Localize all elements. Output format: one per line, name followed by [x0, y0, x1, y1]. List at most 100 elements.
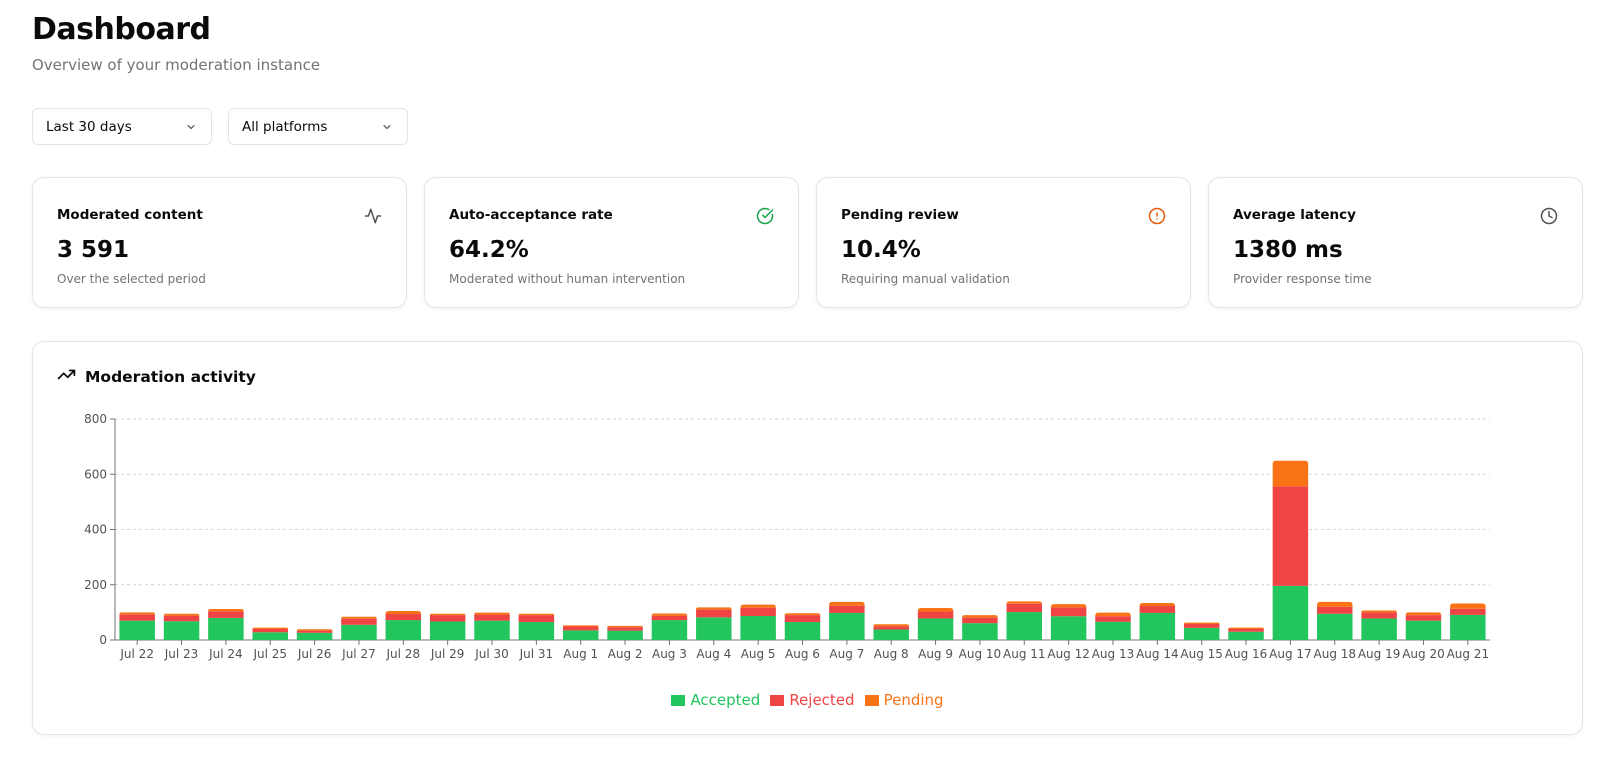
bar-accepted — [607, 630, 643, 640]
x-tick-label: Aug 20 — [1402, 647, 1445, 661]
legend-label-rejected: Rejected — [789, 691, 855, 709]
bar-pending — [562, 625, 599, 627]
platform-select[interactable]: All platforms — [228, 108, 408, 145]
bar-accepted — [1183, 627, 1220, 640]
bar-accepted — [1095, 621, 1131, 640]
x-tick-label: Jul 28 — [386, 647, 421, 661]
bar-accepted — [1405, 620, 1442, 640]
bar-accepted — [1272, 585, 1309, 640]
x-tick-label: Jul 31 — [519, 647, 554, 661]
bar-rejected — [1183, 623, 1220, 628]
x-tick-label: Aug 14 — [1136, 647, 1179, 661]
x-tick-label: Aug 12 — [1047, 647, 1090, 661]
bar-pending — [1405, 612, 1442, 616]
bar-pending — [474, 612, 510, 615]
legend-item-pending[interactable]: Pending — [864, 691, 944, 709]
bar-pending — [1228, 627, 1264, 629]
bar-accepted — [962, 623, 998, 640]
bar-pending — [296, 629, 333, 631]
bar-pending — [518, 613, 555, 616]
bar-pending — [962, 615, 998, 618]
period-select[interactable]: Last 30 days — [32, 108, 212, 145]
x-tick-label: Aug 1 — [563, 647, 598, 661]
bar-rejected — [296, 630, 333, 633]
bar-rejected — [607, 627, 643, 631]
y-tick-label: 800 — [84, 412, 107, 426]
x-tick-label: Aug 15 — [1180, 647, 1223, 661]
bar-rejected — [518, 615, 555, 623]
alert-circle-icon — [1148, 207, 1166, 225]
legend-swatch-rejected — [770, 694, 785, 706]
stat-card-value: 10.4% — [841, 237, 921, 263]
bar-accepted — [1006, 612, 1043, 640]
bar-rejected — [341, 618, 377, 625]
stat-card-pending-review: Pending review 10.4% Requiring manual va… — [816, 177, 1191, 308]
stat-card-moderated-content: Moderated content 3 591 Over the selecte… — [32, 177, 407, 308]
bar-pending — [429, 613, 466, 616]
bar-rejected — [429, 615, 466, 622]
chevron-down-icon — [381, 121, 393, 133]
bar-pending — [119, 612, 155, 615]
trending-up-icon — [57, 365, 76, 388]
bar-rejected — [1139, 606, 1176, 613]
page-subtitle: Overview of your moderation instance — [32, 56, 321, 74]
activity-icon — [364, 207, 382, 225]
bar-rejected — [252, 628, 288, 633]
filters-bar: Last 30 days All platforms — [32, 108, 408, 145]
bar-accepted — [873, 629, 909, 640]
bar-pending — [873, 624, 909, 627]
x-tick-label: Jul 22 — [119, 647, 154, 661]
bar-accepted — [651, 620, 688, 640]
stat-card-subtitle: Requiring manual validation — [841, 272, 1010, 286]
bar-pending — [252, 627, 288, 629]
stat-card-value: 64.2% — [449, 237, 529, 263]
x-tick-label: Aug 3 — [652, 647, 687, 661]
bar-rejected — [1095, 616, 1131, 622]
bar-pending — [784, 613, 821, 616]
chevron-down-icon — [185, 121, 197, 133]
bar-accepted — [163, 621, 200, 640]
bar-rejected — [385, 614, 422, 621]
bar-accepted — [740, 615, 776, 640]
x-tick-label: Aug 10 — [959, 647, 1002, 661]
y-tick-label: 200 — [84, 578, 107, 592]
bar-rejected — [873, 626, 909, 630]
x-tick-label: Jul 26 — [297, 647, 332, 661]
bar-rejected — [651, 615, 688, 621]
bar-accepted — [518, 622, 555, 640]
stat-card-subtitle: Provider response time — [1233, 272, 1372, 286]
x-tick-label: Jul 29 — [430, 647, 465, 661]
bar-accepted — [1361, 618, 1397, 640]
stat-card-subtitle: Moderated without human intervention — [449, 272, 686, 286]
stat-card-title: Auto-acceptance rate — [449, 207, 613, 223]
bar-accepted — [1450, 614, 1486, 640]
bar-rejected — [1317, 606, 1353, 614]
legend-item-rejected[interactable]: Rejected — [770, 691, 855, 709]
bar-rejected — [208, 611, 244, 618]
bar-accepted — [917, 618, 954, 640]
bar-pending — [341, 616, 377, 619]
legend-swatch-accepted — [671, 694, 686, 706]
y-tick-label: 400 — [84, 523, 107, 537]
bar-rejected — [1272, 486, 1309, 586]
bar-accepted — [1139, 612, 1176, 640]
moderation-activity-chart: 0 200 400 600 800 Jul 22 Jul 23 Jul 24 Jul 25 Jul… — [84, 412, 1490, 661]
bar-accepted — [784, 622, 821, 640]
x-tick-label: Aug 9 — [918, 647, 953, 661]
stat-card-value: 1380 ms — [1233, 237, 1343, 263]
bar-pending — [917, 607, 954, 612]
x-tick-label: Jul 24 — [208, 647, 243, 661]
bar-accepted — [1050, 616, 1087, 640]
x-tick-label: Aug 6 — [785, 647, 820, 661]
chart-legend: Accepted Rejected Pending — [33, 691, 1582, 709]
legend-swatch-pending — [864, 694, 879, 706]
bar-pending — [1361, 610, 1397, 613]
legend-item-accepted[interactable]: Accepted — [671, 691, 760, 709]
x-tick-label: Aug 4 — [696, 647, 731, 661]
activity-title: Moderation activity — [85, 367, 256, 386]
bar-pending — [1272, 460, 1309, 487]
x-tick-label: Aug 13 — [1092, 647, 1135, 661]
activity-header: Moderation activity — [57, 365, 256, 388]
bar-accepted — [252, 632, 288, 640]
stat-card-title: Pending review — [841, 207, 959, 223]
